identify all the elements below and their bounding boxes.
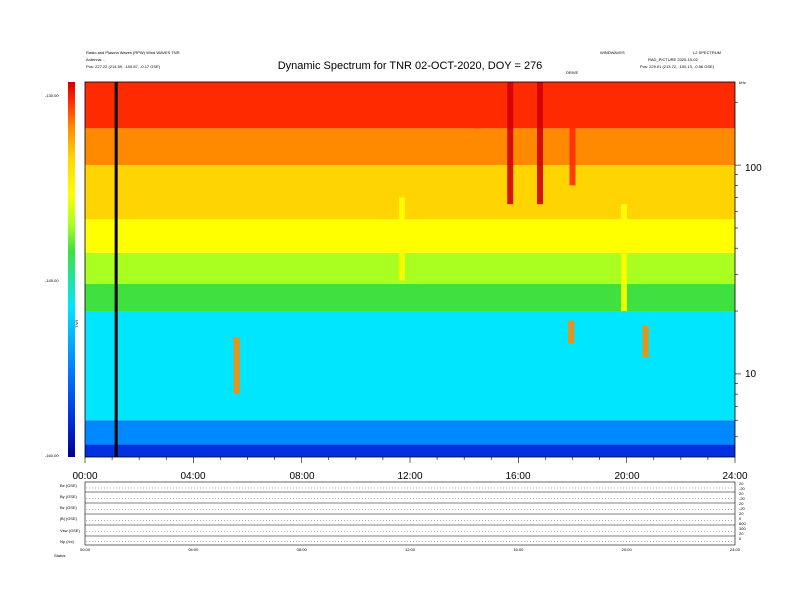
x-tick-1: 04:00 [180,471,205,482]
frequency-band-2 [85,311,735,421]
header-top-left-1: Radio and Plasma Waves (RPW) Wind WAVES … [86,50,180,55]
radio-burst-6 [233,337,240,395]
solar-wind-panels [84,481,736,546]
panel-label-bx: Bx (GSE) [60,483,78,488]
x-tick-5: 20:00 [614,471,639,482]
lower-x-tick-0: 00:00 [80,547,91,552]
lower-x-ticks: 00:00 04:00 08:00 12:00 16:00 20:00 24:00 [80,547,741,552]
radio-burst-1 [474,82,481,129]
lower-x-tick-2: 08:00 [297,547,308,552]
chart-title: Dynamic Spectrum for TNR 02-OCT-2020, DO… [278,60,543,72]
lower-x-tick-6: 24:00 [730,547,741,552]
radio-burst-7 [568,320,575,344]
x-tick-4: 16:00 [505,471,530,482]
lower-right-tick-4: 20 [739,501,744,506]
header-top-right-4: RAD_PICTURE 2020-10-02 [648,57,699,62]
panel-label-bz: Bz (GSE) [60,505,78,510]
lower-right-tick-0: 20 [739,481,744,486]
lower-x-tick-3: 12:00 [405,547,416,552]
x-tick-0: 00:00 [72,471,97,482]
frequency-band-5 [85,219,735,253]
radio-burst-4 [569,82,576,186]
lower-right-tick-6: 20 [739,511,744,516]
lower-right-tick-11: 0 [739,536,742,541]
lower-right-tick-10: 20 [739,531,744,536]
spectrogram-axes [84,101,741,463]
y-tick-100: 100 [745,163,762,174]
panel-label-b: |B| (GSE) [60,516,78,521]
lower-right-tick-9: 300 [739,526,746,531]
lower-right-tick-7: 0 [739,516,742,521]
spectrogram-plot [85,82,735,457]
axis-corner-label: kHz [739,80,746,85]
panel-label-np: Np (/cc) [60,539,75,544]
marker-label: DRIVE [566,70,579,75]
radio-burst-8 [642,325,649,358]
lower-right-tick-5: -20 [739,506,746,511]
colorbar [68,82,75,457]
y-tick-10: 10 [745,369,757,380]
lower-right-tick-8: 600 [739,521,746,526]
header-top-right-1: WINDWAVES [600,50,625,55]
lower-x-tick-5: 20:00 [622,547,633,552]
frequency-band-1 [85,420,735,445]
lower-x-tick-4: 16:00 [513,547,524,552]
colorbar-tick-mid: -145.00 [45,278,59,283]
colorbar-tick-bottom: -160.00 [45,453,59,458]
lower-right-tick-2: 20 [739,491,744,496]
header-top-left-2: Antenna: .. [86,57,105,62]
data-gap-line [114,82,118,457]
frequency-band-7 [85,128,735,166]
radio-burst-3 [537,82,543,205]
lower-right-tick-1: -20 [739,486,746,491]
lower-x-tick-1: 04:00 [188,547,199,552]
x-tick-3: 12:00 [397,471,422,482]
header-top-left-3: Pos: 227.22 (214.59, -100.87, -0.17 GSE) [86,64,161,69]
header-top-right-3: Pos: 229.01 (213.72, -100.13, -0.56 GSE) [640,64,715,69]
frequency-band-0 [85,444,735,457]
radio-burst-0 [398,197,405,281]
panel-label-by: By (GSE) [60,494,78,499]
radio-burst-5 [620,204,627,312]
colorbar-tick-top: -130.00 [45,93,59,98]
lower-panels-frame [84,481,736,546]
frequency-band-6 [85,165,735,220]
x-tick-6: 24:00 [722,471,747,482]
frequency-band-4 [85,252,735,284]
lower-right-tick-3: -20 [739,496,746,501]
colorbar-label: TNR [74,320,79,328]
footer-status: Status [54,553,65,558]
header-top-right-2: L2 SPECTRUM [693,50,721,55]
frequency-band-8 [85,82,735,129]
radio-burst-2 [507,82,514,205]
x-tick-2: 08:00 [289,471,314,482]
panel-label-vsw: Vsw (GSE) [60,528,80,533]
frequency-band-3 [85,283,735,312]
